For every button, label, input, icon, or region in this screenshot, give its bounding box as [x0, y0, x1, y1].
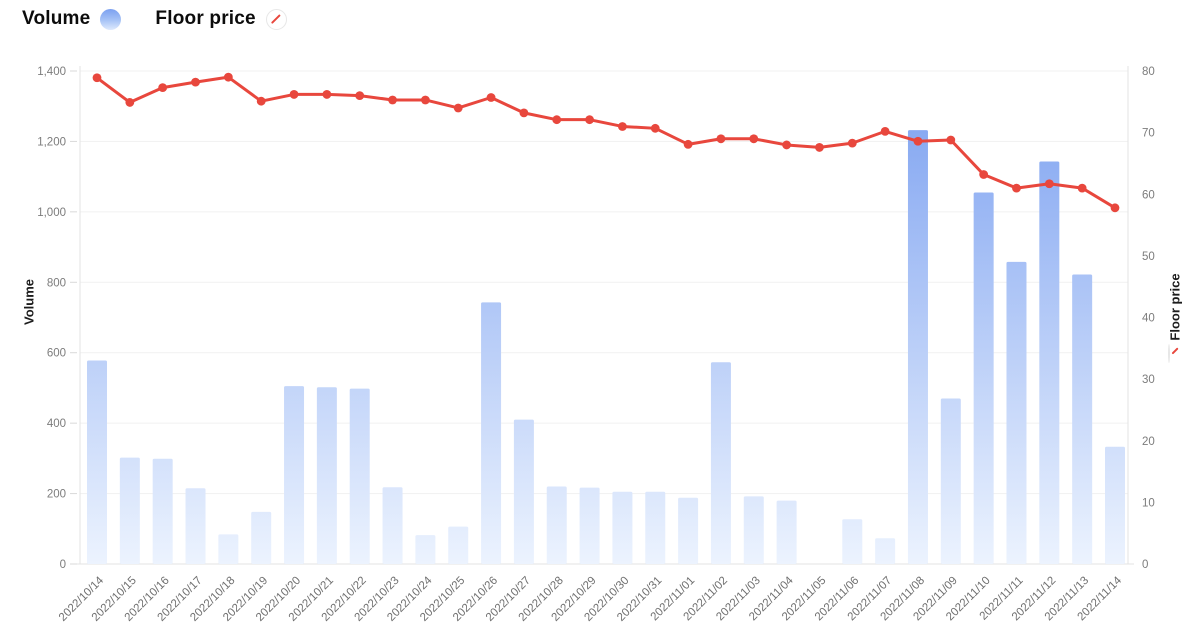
legend-item-floor-price[interactable]: Floor price	[155, 8, 287, 30]
floor-price-point[interactable]	[1012, 183, 1021, 193]
volume-bar[interactable]	[907, 130, 928, 564]
floor-price-point[interactable]	[158, 83, 168, 93]
floor-price-point[interactable]	[289, 90, 299, 99]
floor-price-point[interactable]	[322, 90, 332, 99]
floor-price-point[interactable]	[979, 170, 989, 179]
floor-price-point[interactable]	[618, 122, 627, 131]
volume-bar[interactable]	[940, 398, 961, 564]
y-tick-label-right: 60	[1142, 189, 1155, 201]
floor-price-point[interactable]	[223, 72, 233, 82]
floor-price-point[interactable]	[420, 95, 430, 105]
volume-bar[interactable]	[1006, 261, 1027, 564]
y-tick-label-left: 800	[47, 277, 66, 289]
floor-price-point[interactable]	[782, 140, 792, 150]
legend-volume-label: Volume	[22, 8, 91, 29]
floor-price-point[interactable]	[388, 95, 397, 105]
floor-price-point[interactable]	[847, 138, 857, 148]
y-tick-label-left: 1,000	[37, 207, 66, 219]
volume-bar[interactable]	[152, 458, 173, 564]
volume-bar[interactable]	[448, 526, 469, 564]
legend-floor-price-label: Floor price	[155, 8, 256, 29]
floor-price-point[interactable]	[453, 103, 463, 113]
floor-price-point[interactable]	[913, 136, 923, 146]
floor-price-point[interactable]	[92, 73, 102, 83]
y-tick-label-right: 0	[1142, 559, 1148, 571]
y-tick-label-right: 10	[1142, 497, 1155, 509]
volume-bar[interactable]	[218, 534, 239, 564]
volume-series-icon	[100, 8, 122, 30]
floor-price-point[interactable]	[749, 134, 759, 144]
y-tick-label-right: 80	[1142, 66, 1155, 78]
y-tick-label-left: 400	[47, 418, 66, 430]
floor-price-point[interactable]	[815, 143, 824, 152]
floor-price-point[interactable]	[650, 123, 660, 133]
legend-item-volume[interactable]: Volume	[22, 8, 122, 30]
floor-price-point[interactable]	[880, 126, 890, 136]
y-tick-label-right: 20	[1142, 436, 1155, 448]
floor-price-point[interactable]	[1110, 203, 1120, 213]
volume-bar[interactable]	[415, 535, 436, 564]
volume-bar[interactable]	[382, 487, 403, 564]
volume-bar[interactable]	[1039, 161, 1060, 564]
volume-bar[interactable]	[251, 511, 272, 564]
floor-price-point[interactable]	[585, 115, 594, 125]
floor-price-slash-icon	[1168, 344, 1170, 363]
floor-price-point[interactable]	[125, 98, 135, 107]
floor-price-point[interactable]	[519, 108, 529, 118]
volume-bar[interactable]	[875, 538, 896, 564]
floor-price-point[interactable]	[716, 134, 726, 144]
floor-price-point[interactable]	[946, 135, 956, 145]
floor-price-series-icon	[265, 8, 287, 30]
volume-bar[interactable]	[119, 457, 140, 564]
volume-bar[interactable]	[349, 388, 370, 564]
volume-bar[interactable]	[185, 488, 206, 564]
volume-bar[interactable]	[316, 387, 337, 564]
chart-legend: Volume Floor price	[22, 8, 287, 30]
floor-price-point[interactable]	[256, 96, 266, 106]
y-tick-label-right: 70	[1142, 128, 1155, 140]
floor-price-line	[95, 75, 1117, 210]
volume-bar[interactable]	[612, 491, 633, 564]
floor-price-point[interactable]	[1077, 183, 1087, 193]
floor-price-point[interactable]	[1044, 179, 1054, 189]
volume-bar[interactable]	[973, 192, 994, 564]
volume-bar[interactable]	[1105, 446, 1125, 564]
y-tick-label-left: 200	[47, 489, 66, 501]
volume-bar[interactable]	[645, 491, 666, 564]
y-tick-label-left: 1,200	[37, 136, 66, 148]
y-tick-label-left: 600	[47, 348, 66, 360]
right-axis-title: Floor price	[1167, 273, 1183, 341]
volume-bar[interactable]	[1072, 274, 1093, 564]
volume-bar[interactable]	[579, 487, 600, 564]
volume-bar[interactable]	[481, 302, 502, 564]
left-axis-title: Volume	[21, 279, 37, 325]
right-axis-series-icon	[1168, 344, 1170, 363]
volume-bar[interactable]	[513, 419, 534, 564]
volume-bar[interactable]	[842, 519, 863, 564]
volume-bar[interactable]	[678, 497, 699, 564]
y-tick-label-right: 50	[1142, 251, 1155, 263]
volume-bar[interactable]	[776, 500, 797, 564]
volume-bar[interactable]	[546, 486, 567, 564]
floor-price-point[interactable]	[486, 93, 496, 102]
floor-price-point[interactable]	[683, 139, 693, 149]
floor-price-point[interactable]	[355, 91, 365, 101]
volume-bar[interactable]	[87, 360, 107, 564]
y-tick-label-right: 40	[1142, 313, 1155, 325]
floor-price-point[interactable]	[191, 77, 200, 87]
volume-bar[interactable]	[710, 362, 731, 564]
volume-bar[interactable]	[284, 386, 305, 564]
floor-price-point[interactable]	[552, 115, 562, 125]
y-tick-label-left: 0	[60, 559, 66, 571]
y-tick-label-right: 30	[1142, 374, 1155, 386]
y-tick-label-left: 1,400	[37, 66, 66, 78]
volume-bar[interactable]	[743, 496, 764, 564]
